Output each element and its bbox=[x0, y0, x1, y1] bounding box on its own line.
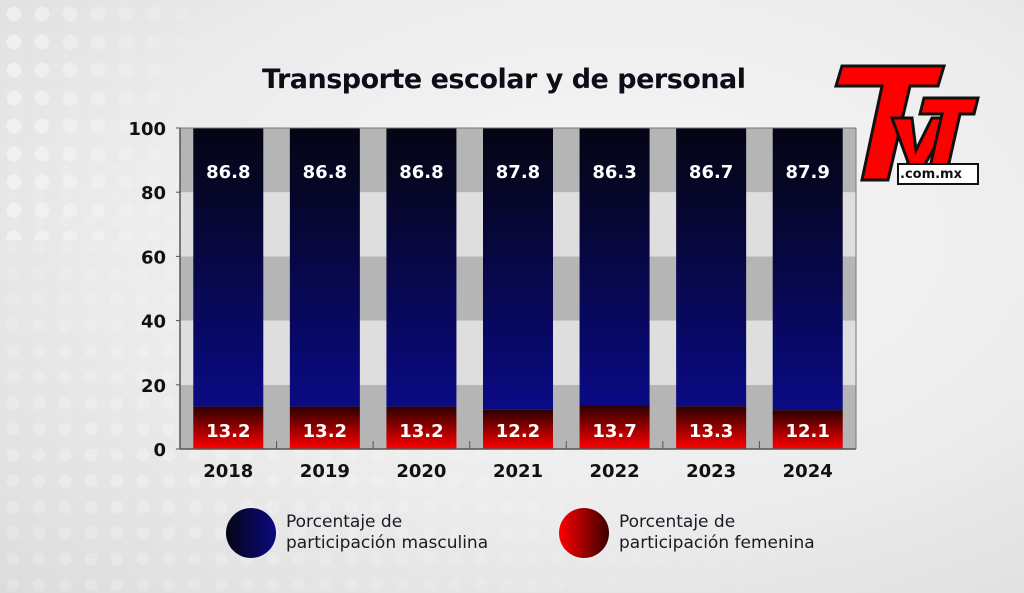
y-tick-label: 100 bbox=[128, 119, 166, 140]
data-label-femenina: 13.2 bbox=[399, 421, 443, 442]
logo-domain: .com.mx bbox=[900, 167, 962, 182]
legend-swatch-masculina bbox=[226, 508, 276, 558]
x-tick-label: 2019 bbox=[300, 461, 350, 482]
y-tick-label: 0 bbox=[153, 440, 166, 461]
data-label-masculina: 86.7 bbox=[689, 162, 733, 183]
bar-femenina bbox=[579, 405, 650, 449]
x-tick-label: 2020 bbox=[396, 461, 446, 482]
data-label-masculina: 86.8 bbox=[399, 162, 443, 183]
y-tick-label: 80 bbox=[141, 183, 166, 204]
chart-title: Transporte escolar y de personal bbox=[262, 64, 746, 95]
data-label-masculina: 87.8 bbox=[496, 162, 540, 183]
bar-masculina bbox=[386, 128, 457, 407]
logo-domain-box bbox=[897, 163, 979, 185]
legend-item-femenina: Porcentaje de participación femenina bbox=[559, 508, 815, 558]
data-label-masculina: 86.8 bbox=[206, 162, 250, 183]
x-tick-label: 2023 bbox=[686, 461, 736, 482]
data-label-femenina: 13.2 bbox=[303, 421, 347, 442]
x-tick-label: 2022 bbox=[590, 461, 640, 482]
legend-label-line1: Porcentaje de bbox=[619, 512, 736, 532]
bar-femenina bbox=[772, 410, 843, 449]
data-label-femenina: 13.2 bbox=[206, 421, 250, 442]
data-label-femenina: 13.7 bbox=[592, 421, 636, 442]
data-label-femenina: 12.2 bbox=[496, 421, 540, 442]
bar-masculina bbox=[289, 128, 360, 407]
legend-label-line2: participación femenina bbox=[619, 533, 815, 553]
y-tick-label: 20 bbox=[141, 376, 166, 397]
bar-femenina bbox=[676, 406, 747, 449]
data-label-masculina: 87.9 bbox=[786, 162, 830, 183]
y-tick-label: 40 bbox=[141, 312, 166, 333]
bar-masculina bbox=[579, 128, 650, 406]
bar-masculina bbox=[483, 128, 553, 410]
data-label-femenina: 12.1 bbox=[786, 421, 830, 442]
legend-swatch-femenina bbox=[559, 508, 609, 558]
bar-femenina bbox=[386, 406, 457, 449]
bar-femenina bbox=[483, 409, 553, 449]
y-tick-label: 60 bbox=[141, 247, 166, 268]
data-label-masculina: 86.8 bbox=[303, 162, 347, 183]
x-tick-label: 2021 bbox=[493, 461, 543, 482]
bar-masculina bbox=[772, 128, 843, 411]
bar-masculina bbox=[676, 128, 747, 407]
legend-label-line1: Porcentaje de bbox=[286, 512, 403, 532]
legend-label-line2: participación masculina bbox=[286, 533, 489, 553]
logo-letter-t bbox=[833, 64, 947, 182]
x-tick-label: 2024 bbox=[783, 461, 833, 482]
bar-femenina bbox=[289, 406, 360, 449]
data-label-femenina: 13.3 bbox=[689, 421, 733, 442]
legend-item-masculina: Porcentaje de participación masculina bbox=[226, 508, 488, 558]
bar-femenina bbox=[193, 406, 264, 449]
bar-masculina bbox=[193, 128, 264, 407]
tyt-logo bbox=[833, 64, 980, 185]
data-label-masculina: 86.3 bbox=[592, 162, 636, 183]
x-tick-label: 2018 bbox=[203, 461, 253, 482]
